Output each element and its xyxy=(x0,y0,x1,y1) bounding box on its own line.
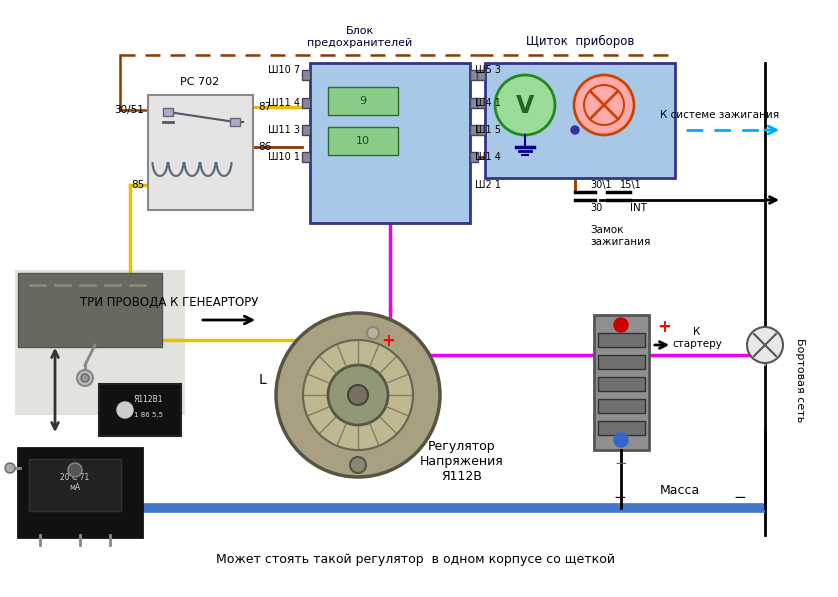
Text: −: − xyxy=(613,490,626,504)
FancyBboxPatch shape xyxy=(29,459,121,511)
FancyBboxPatch shape xyxy=(470,70,478,80)
FancyBboxPatch shape xyxy=(163,108,173,116)
Text: ТРИ ПРОВОДА К ГЕНЕАРТОРУ: ТРИ ПРОВОДА К ГЕНЕАРТОРУ xyxy=(80,296,258,309)
Text: 15\1: 15\1 xyxy=(620,180,642,190)
FancyBboxPatch shape xyxy=(470,152,478,162)
Text: Бортовая сеть: Бортовая сеть xyxy=(795,338,805,422)
Text: Ш2 1: Ш2 1 xyxy=(475,180,501,190)
FancyBboxPatch shape xyxy=(485,63,675,178)
Text: 86: 86 xyxy=(258,142,272,152)
FancyBboxPatch shape xyxy=(18,448,142,537)
Text: РС 702: РС 702 xyxy=(180,77,220,87)
Text: L: L xyxy=(258,373,266,387)
Text: Может стоять такой регулятор  в одном корпусе со щеткой: Может стоять такой регулятор в одном кор… xyxy=(215,553,614,567)
Circle shape xyxy=(68,463,82,477)
FancyBboxPatch shape xyxy=(310,63,470,223)
Text: Ш11 3: Ш11 3 xyxy=(268,125,300,135)
Circle shape xyxy=(571,126,579,134)
Circle shape xyxy=(574,75,634,135)
FancyBboxPatch shape xyxy=(598,421,645,435)
Circle shape xyxy=(367,327,379,339)
FancyBboxPatch shape xyxy=(470,98,478,108)
Circle shape xyxy=(77,370,93,386)
Text: 85: 85 xyxy=(131,180,144,190)
Circle shape xyxy=(350,457,366,473)
FancyBboxPatch shape xyxy=(302,70,310,80)
Circle shape xyxy=(747,327,783,363)
FancyBboxPatch shape xyxy=(328,127,398,155)
Text: −: − xyxy=(733,490,747,504)
Text: Масса: Масса xyxy=(660,484,700,497)
Text: INT: INT xyxy=(630,203,647,213)
FancyBboxPatch shape xyxy=(477,98,485,108)
Polygon shape xyxy=(15,270,185,415)
Text: Щиток  приборов: Щиток приборов xyxy=(525,35,634,48)
Text: 30: 30 xyxy=(590,203,603,213)
FancyBboxPatch shape xyxy=(598,377,645,391)
FancyBboxPatch shape xyxy=(598,333,645,347)
Text: 87: 87 xyxy=(258,102,272,112)
Circle shape xyxy=(81,374,89,382)
Text: Замок
зажигания: Замок зажигания xyxy=(590,225,650,247)
FancyBboxPatch shape xyxy=(18,273,162,347)
Text: 9: 9 xyxy=(360,96,366,106)
FancyBboxPatch shape xyxy=(470,125,478,135)
Circle shape xyxy=(117,402,133,418)
Circle shape xyxy=(614,318,628,332)
FancyBboxPatch shape xyxy=(302,98,310,108)
FancyBboxPatch shape xyxy=(302,125,310,135)
Text: Блок
предохранителей: Блок предохранителей xyxy=(308,26,412,48)
Text: Ш1 5: Ш1 5 xyxy=(475,125,501,135)
Text: Ш10 7: Ш10 7 xyxy=(268,65,300,75)
Text: +: + xyxy=(381,332,395,350)
FancyBboxPatch shape xyxy=(99,384,181,436)
Text: К
стартеру: К стартеру xyxy=(672,327,722,349)
Text: Ш1 4: Ш1 4 xyxy=(475,152,501,162)
Text: Регулятор
Напряжения
Я112В: Регулятор Напряжения Я112В xyxy=(420,440,504,483)
Text: 10: 10 xyxy=(356,136,370,146)
Text: Ш10 1: Ш10 1 xyxy=(268,152,300,162)
Text: Ш4 1: Ш4 1 xyxy=(475,98,501,108)
FancyBboxPatch shape xyxy=(598,355,645,369)
Text: −: − xyxy=(614,457,628,472)
FancyBboxPatch shape xyxy=(598,399,645,413)
Text: К системе зажигания: К системе зажигания xyxy=(660,110,779,120)
Circle shape xyxy=(303,340,413,450)
FancyBboxPatch shape xyxy=(477,70,485,80)
Circle shape xyxy=(276,313,440,477)
FancyBboxPatch shape xyxy=(230,118,240,126)
Text: +: + xyxy=(657,318,671,336)
Text: 1 86 5.5: 1 86 5.5 xyxy=(133,412,163,418)
FancyBboxPatch shape xyxy=(148,95,253,210)
Text: Ш5 3: Ш5 3 xyxy=(475,65,501,75)
Text: Я112В1: Я112В1 xyxy=(133,395,163,405)
Circle shape xyxy=(328,365,388,425)
Circle shape xyxy=(614,433,628,447)
Text: мА: мА xyxy=(70,484,80,493)
FancyBboxPatch shape xyxy=(594,315,649,450)
Circle shape xyxy=(495,75,555,135)
Text: 30/51: 30/51 xyxy=(114,105,144,115)
Text: V: V xyxy=(516,94,534,118)
FancyBboxPatch shape xyxy=(477,125,485,135)
Text: 20 C 71: 20 C 71 xyxy=(60,473,90,482)
Text: 30\1: 30\1 xyxy=(590,180,612,190)
FancyBboxPatch shape xyxy=(302,152,310,162)
Text: Ш11 4: Ш11 4 xyxy=(268,98,300,108)
FancyBboxPatch shape xyxy=(328,87,398,115)
Circle shape xyxy=(5,463,15,473)
Circle shape xyxy=(348,385,368,405)
